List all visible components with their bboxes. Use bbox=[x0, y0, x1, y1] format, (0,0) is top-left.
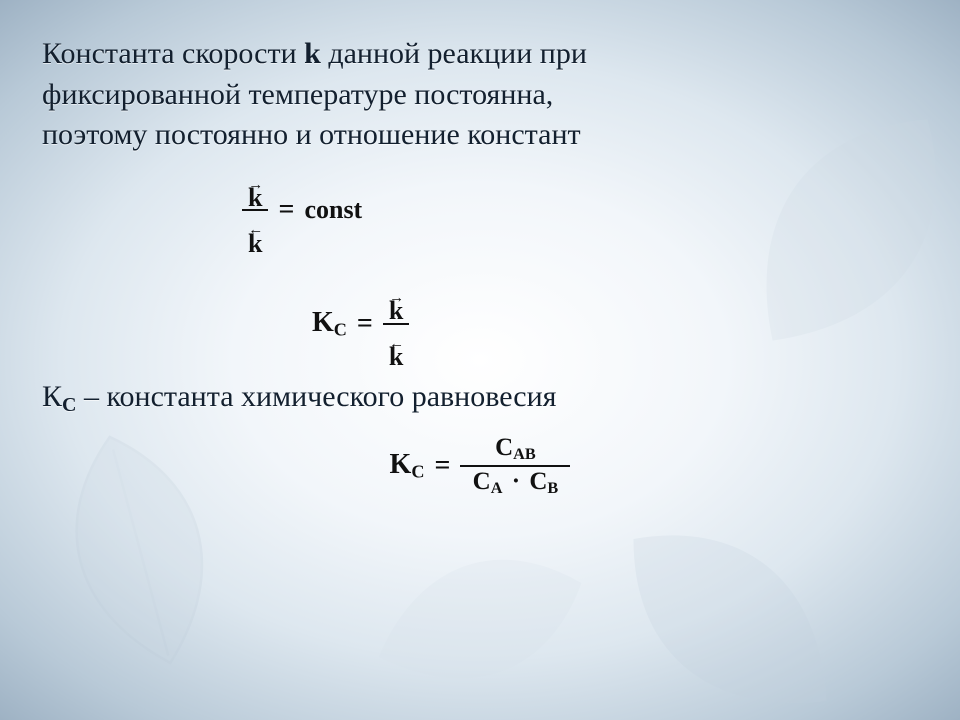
bg-leaf bbox=[326, 466, 634, 720]
equals-sign: = bbox=[434, 450, 450, 482]
fraction-bar bbox=[383, 323, 409, 325]
C-B: CB bbox=[529, 468, 558, 495]
equation-kc-concentrations: KC = CAB CA · CB bbox=[42, 435, 918, 496]
fraction-concentrations: CAB CA · CB bbox=[460, 435, 570, 496]
k-reverse: ← k bbox=[248, 225, 262, 253]
text-line1b: данной реакции при bbox=[328, 37, 587, 70]
Kc-symbol: KC bbox=[390, 449, 425, 483]
equals-sign: = bbox=[357, 308, 373, 340]
kc-cyrillic-sub: С bbox=[62, 394, 76, 416]
const-text: const bbox=[304, 195, 362, 225]
k-forward: → k bbox=[389, 293, 403, 321]
intro-paragraph: Константа скорости k данной реакции при … bbox=[42, 34, 918, 156]
fraction-kfwd-over-krev: → k ← k bbox=[383, 281, 409, 366]
k-reverse: ← k bbox=[389, 339, 403, 367]
text-line2: фиксированной температуре постоянна, bbox=[42, 78, 553, 111]
Kc-symbol: KC bbox=[312, 307, 347, 341]
multiplication-dot: · bbox=[509, 468, 523, 495]
slide-content: Константа скорости k данной реакции при … bbox=[42, 34, 918, 504]
kc-description-text: – константа химического равновесия bbox=[84, 380, 557, 413]
kc-cyrillic-K: К bbox=[42, 380, 62, 413]
k-forward: → k bbox=[248, 180, 262, 208]
equation-kc-definition: KC = → k ← k bbox=[312, 281, 918, 366]
C-AB: CAB bbox=[495, 434, 536, 461]
equation-ratio-const: → k ← k = const bbox=[242, 168, 918, 253]
equals-sign: = bbox=[278, 194, 294, 226]
text-line1a: Константа скорости bbox=[42, 37, 297, 70]
text-line3: поэтому постоянно и отношение констант bbox=[42, 118, 581, 151]
fraction-bar bbox=[460, 465, 570, 467]
fraction-bar bbox=[242, 209, 268, 211]
rate-constant-k: k bbox=[304, 37, 321, 70]
fraction-kfwd-over-krev: → k ← k bbox=[242, 168, 268, 253]
kc-description: КС – константа химического равновесия bbox=[42, 380, 918, 417]
C-A: CA bbox=[473, 468, 509, 495]
